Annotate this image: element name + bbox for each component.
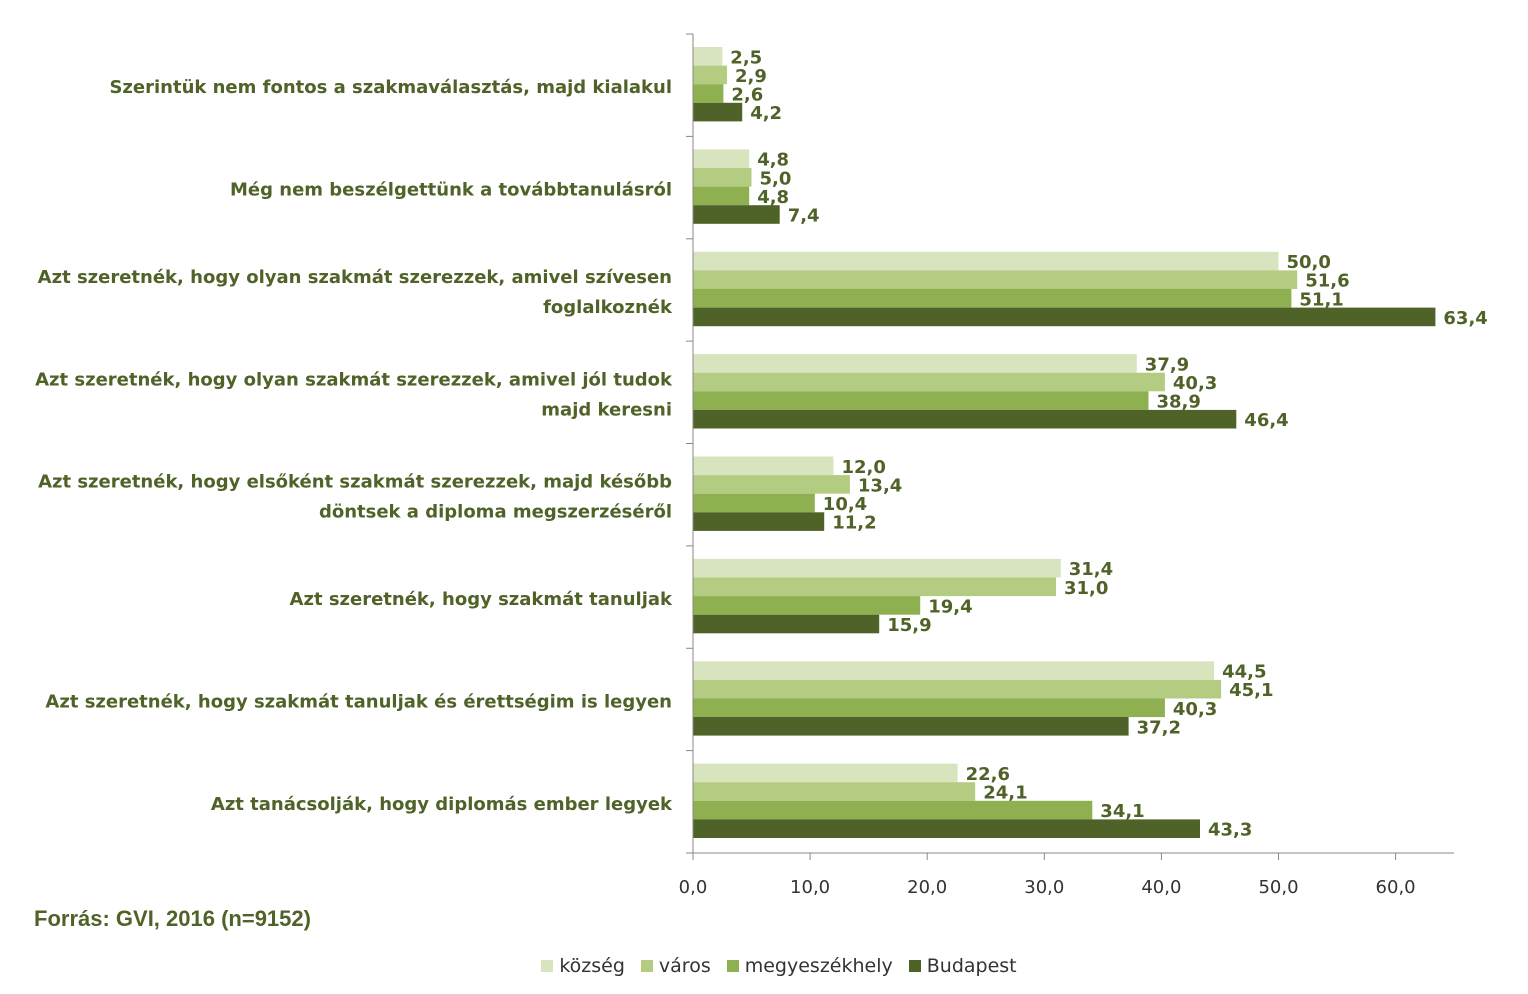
x-tick-label: 20,0 [907, 877, 947, 898]
bar-5-Budapest [693, 512, 825, 531]
bar-5-község [693, 456, 834, 476]
data-label-1-község: 2,5 [730, 47, 762, 68]
bar-5-megyeszékhely [693, 493, 815, 513]
legend-label: város [658, 955, 711, 977]
bar-3-község [693, 251, 1279, 271]
legend-label: község [559, 955, 625, 977]
data-label-8-megyeszékhely: 34,1 [1100, 801, 1144, 822]
data-label-8-Budapest: 43,3 [1208, 820, 1252, 841]
bar-7-megyeszékhely [693, 698, 1165, 718]
data-label-8-város: 24,1 [983, 783, 1027, 804]
legend-swatch [640, 960, 653, 972]
bar-4-megyeszékhely [693, 391, 1149, 410]
data-label-4-megyeszékhely: 38,9 [1157, 392, 1201, 413]
bar-8-város [693, 782, 976, 801]
data-label-5-község: 12,0 [842, 457, 886, 478]
bar-8-község [693, 763, 958, 783]
data-label-8-község: 22,6 [966, 764, 1010, 785]
data-label-1-Budapest: 4,2 [750, 103, 782, 124]
bar-3-Budapest [693, 307, 1436, 327]
bar-2-Budapest [693, 205, 780, 224]
legend-label: Budapest [926, 955, 1017, 977]
bar-1-Budapest [693, 102, 743, 122]
bar-7-Budapest [693, 717, 1129, 736]
data-label-6-Budapest: 15,9 [887, 615, 931, 636]
data-label-2-város: 5,0 [760, 168, 792, 189]
data-label-1-város: 2,9 [735, 66, 767, 87]
source-note: Forrás: GVI, 2016 (n=9152) [34, 906, 311, 931]
data-label-2-Budapest: 7,4 [788, 206, 820, 227]
legend-swatch [726, 960, 739, 972]
category-label-1: Szerintük nem fontos a szakmaválasztás, … [109, 77, 672, 98]
data-label-7-megyeszékhely: 40,3 [1173, 699, 1217, 720]
category-label-4: majd keresni [541, 399, 672, 420]
bar-2-megyeszékhely [693, 186, 750, 206]
data-label-5-Budapest: 11,2 [832, 513, 876, 534]
bar-8-megyeszékhely [693, 800, 1093, 820]
bar-6-község [693, 558, 1061, 578]
bar-3-megyeszékhely [693, 288, 1292, 308]
data-label-6-város: 31,0 [1064, 578, 1108, 599]
data-label-7-város: 45,1 [1229, 680, 1273, 701]
category-label-4: Azt szeretnék, hogy olyan szakmát szerez… [35, 369, 673, 390]
bar-6-megyeszékhely [693, 596, 921, 615]
legend-item-város: város [640, 955, 711, 977]
category-label-5: döntsek a diploma megszerzéséről [319, 502, 672, 523]
legend-swatch [908, 960, 921, 972]
bar-8-Budapest [693, 819, 1200, 838]
data-label-2-megyeszékhely: 4,8 [757, 187, 789, 208]
bar-2-város [693, 168, 752, 187]
legend-item-Budapest: Budapest [908, 955, 1017, 977]
category-label-2: Még nem beszélgettünk a továbbtanulásról [230, 180, 672, 201]
legend: község város megyeszékhely Budapest [0, 951, 1528, 981]
x-tick-label: 50,0 [1258, 877, 1298, 898]
category-label-7: Azt szeretnék, hogy szakmát tanuljak és … [45, 691, 672, 712]
x-tick-label: 30,0 [1024, 877, 1064, 898]
legend-swatch [541, 960, 554, 972]
x-tick-label: 0,0 [679, 877, 708, 898]
bar-4-Budapest [693, 409, 1237, 429]
bar-2-község [693, 149, 750, 168]
data-label-5-város: 13,4 [858, 475, 902, 496]
data-label-6-község: 31,4 [1069, 559, 1113, 580]
bar-1-megyeszékhely [693, 84, 724, 103]
bar-3-város [693, 270, 1298, 289]
bar-1-város [693, 65, 727, 85]
category-label-3: foglalkoznék [543, 297, 673, 318]
data-label-4-község: 37,9 [1145, 354, 1189, 375]
legend-label: megyeszékhely [744, 955, 893, 977]
data-label-3-község: 50,0 [1287, 252, 1331, 273]
legend-item-megyeszékhely: megyeszékhely [726, 955, 893, 977]
data-label-4-Budapest: 46,4 [1244, 410, 1288, 431]
data-label-5-megyeszékhely: 10,4 [823, 494, 867, 515]
category-label-3: Azt szeretnék, hogy olyan szakmát szerez… [38, 267, 672, 288]
bar-1-község [693, 47, 723, 66]
legend-item-község: község [541, 955, 625, 977]
category-label-8: Azt tanácsolják, hogy diplomás ember leg… [211, 794, 673, 815]
data-label-3-Budapest: 63,4 [1443, 308, 1487, 329]
x-tick-label: 60,0 [1376, 877, 1416, 898]
data-label-3-megyeszékhely: 51,1 [1299, 289, 1343, 310]
bar-7-város [693, 679, 1222, 699]
data-label-3-város: 51,6 [1305, 271, 1349, 292]
category-label-6: Azt szeretnék, hogy szakmát tanuljak [290, 589, 673, 610]
bar-6-Budapest [693, 614, 880, 634]
x-tick-label: 40,0 [1141, 877, 1181, 898]
data-label-4-város: 40,3 [1173, 373, 1217, 394]
x-tick-label: 10,0 [790, 877, 830, 898]
bar-7-község [693, 661, 1215, 680]
bar-6-város [693, 577, 1056, 597]
data-label-2-község: 4,8 [757, 150, 789, 171]
bar-4-község [693, 354, 1137, 373]
bar-5-város [693, 475, 850, 494]
bar-4-város [693, 372, 1165, 392]
data-label-7-Budapest: 37,2 [1137, 717, 1181, 738]
data-label-6-megyeszékhely: 19,4 [928, 596, 972, 617]
data-label-1-megyeszékhely: 2,6 [731, 85, 763, 106]
data-label-7-község: 44,5 [1222, 662, 1266, 683]
category-label-5: Azt szeretnék, hogy elsőként szakmát sze… [38, 472, 672, 493]
